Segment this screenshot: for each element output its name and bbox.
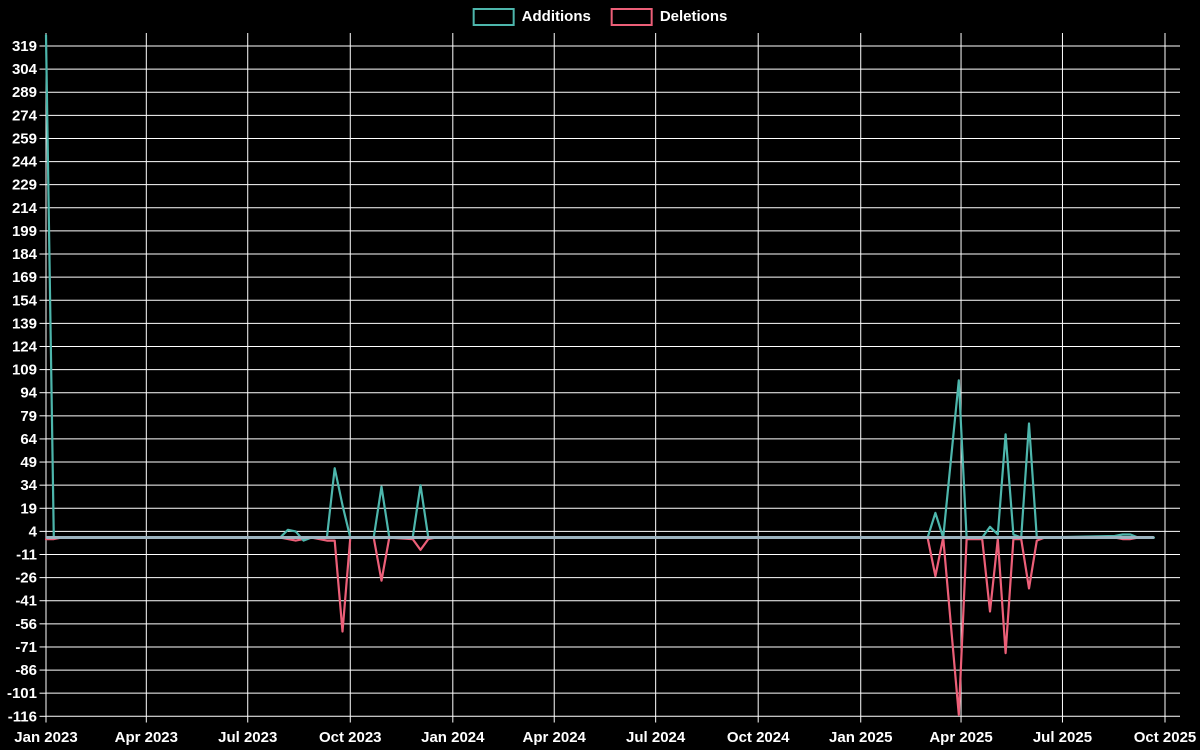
y-tick-label: 124 [12,338,38,355]
y-tick-label: -56 [15,616,37,633]
y-tick-label: 109 [12,362,37,379]
x-tick-label: Jul 2024 [626,729,686,746]
x-tick-label: Apr 2025 [929,729,992,746]
y-tick-label: -86 [15,662,37,679]
y-tick-label: 94 [20,385,37,402]
y-tick-label: 154 [12,292,38,309]
y-tick-label: 229 [12,177,37,194]
x-tick-label: Apr 2023 [115,729,178,746]
y-tick-label: 289 [12,84,37,101]
x-tick-label: Jan 2023 [14,729,77,746]
y-tick-label: 19 [20,500,37,517]
y-tick-label: 79 [20,408,37,425]
deletions-swatch-icon [610,8,653,26]
x-tick-label: Apr 2024 [523,729,587,746]
x-tick-label: Oct 2023 [319,729,382,746]
y-tick-label: -101 [7,685,37,702]
legend-item-deletions[interactable]: Deletions [610,8,728,26]
x-tick-label: Oct 2024 [727,729,790,746]
y-tick-label: 64 [20,431,37,448]
additions-line [44,34,1156,542]
y-tick-label: 214 [12,200,38,217]
y-tick-label: 49 [20,454,37,471]
additions-swatch-icon [472,8,515,26]
y-tick-label: 274 [12,107,38,124]
chart-legend: Additions Deletions [472,8,728,26]
y-tick-label: 199 [12,223,37,240]
legend-label-deletions: Deletions [659,8,728,25]
legend-item-additions[interactable]: Additions [472,8,591,26]
x-tick-label: Jan 2024 [421,729,485,746]
y-tick-label: 319 [12,38,37,55]
y-tick-label: -41 [15,593,37,610]
x-tick-label: Oct 2025 [1134,729,1197,746]
x-tick-label: Jul 2023 [218,729,277,746]
y-tick-label: -71 [15,639,37,656]
y-tick-label: 304 [12,61,38,78]
y-tick-label: 259 [12,130,37,147]
legend-label-additions: Additions [521,8,591,25]
y-tick-label: 244 [12,154,38,171]
y-tick-label: -26 [15,570,37,587]
y-tick-label: 34 [20,477,37,494]
deletions-line [44,536,1156,716]
y-tick-label: 4 [29,523,38,540]
y-tick-label: 184 [12,246,38,263]
y-tick-label: 139 [12,315,37,332]
x-tick-label: Jan 2025 [829,729,892,746]
x-tick-label: Jul 2025 [1033,729,1092,746]
y-tick-label: 169 [12,269,37,286]
y-tick-label: -116 [8,708,37,725]
y-tick-label: -11 [16,547,37,564]
